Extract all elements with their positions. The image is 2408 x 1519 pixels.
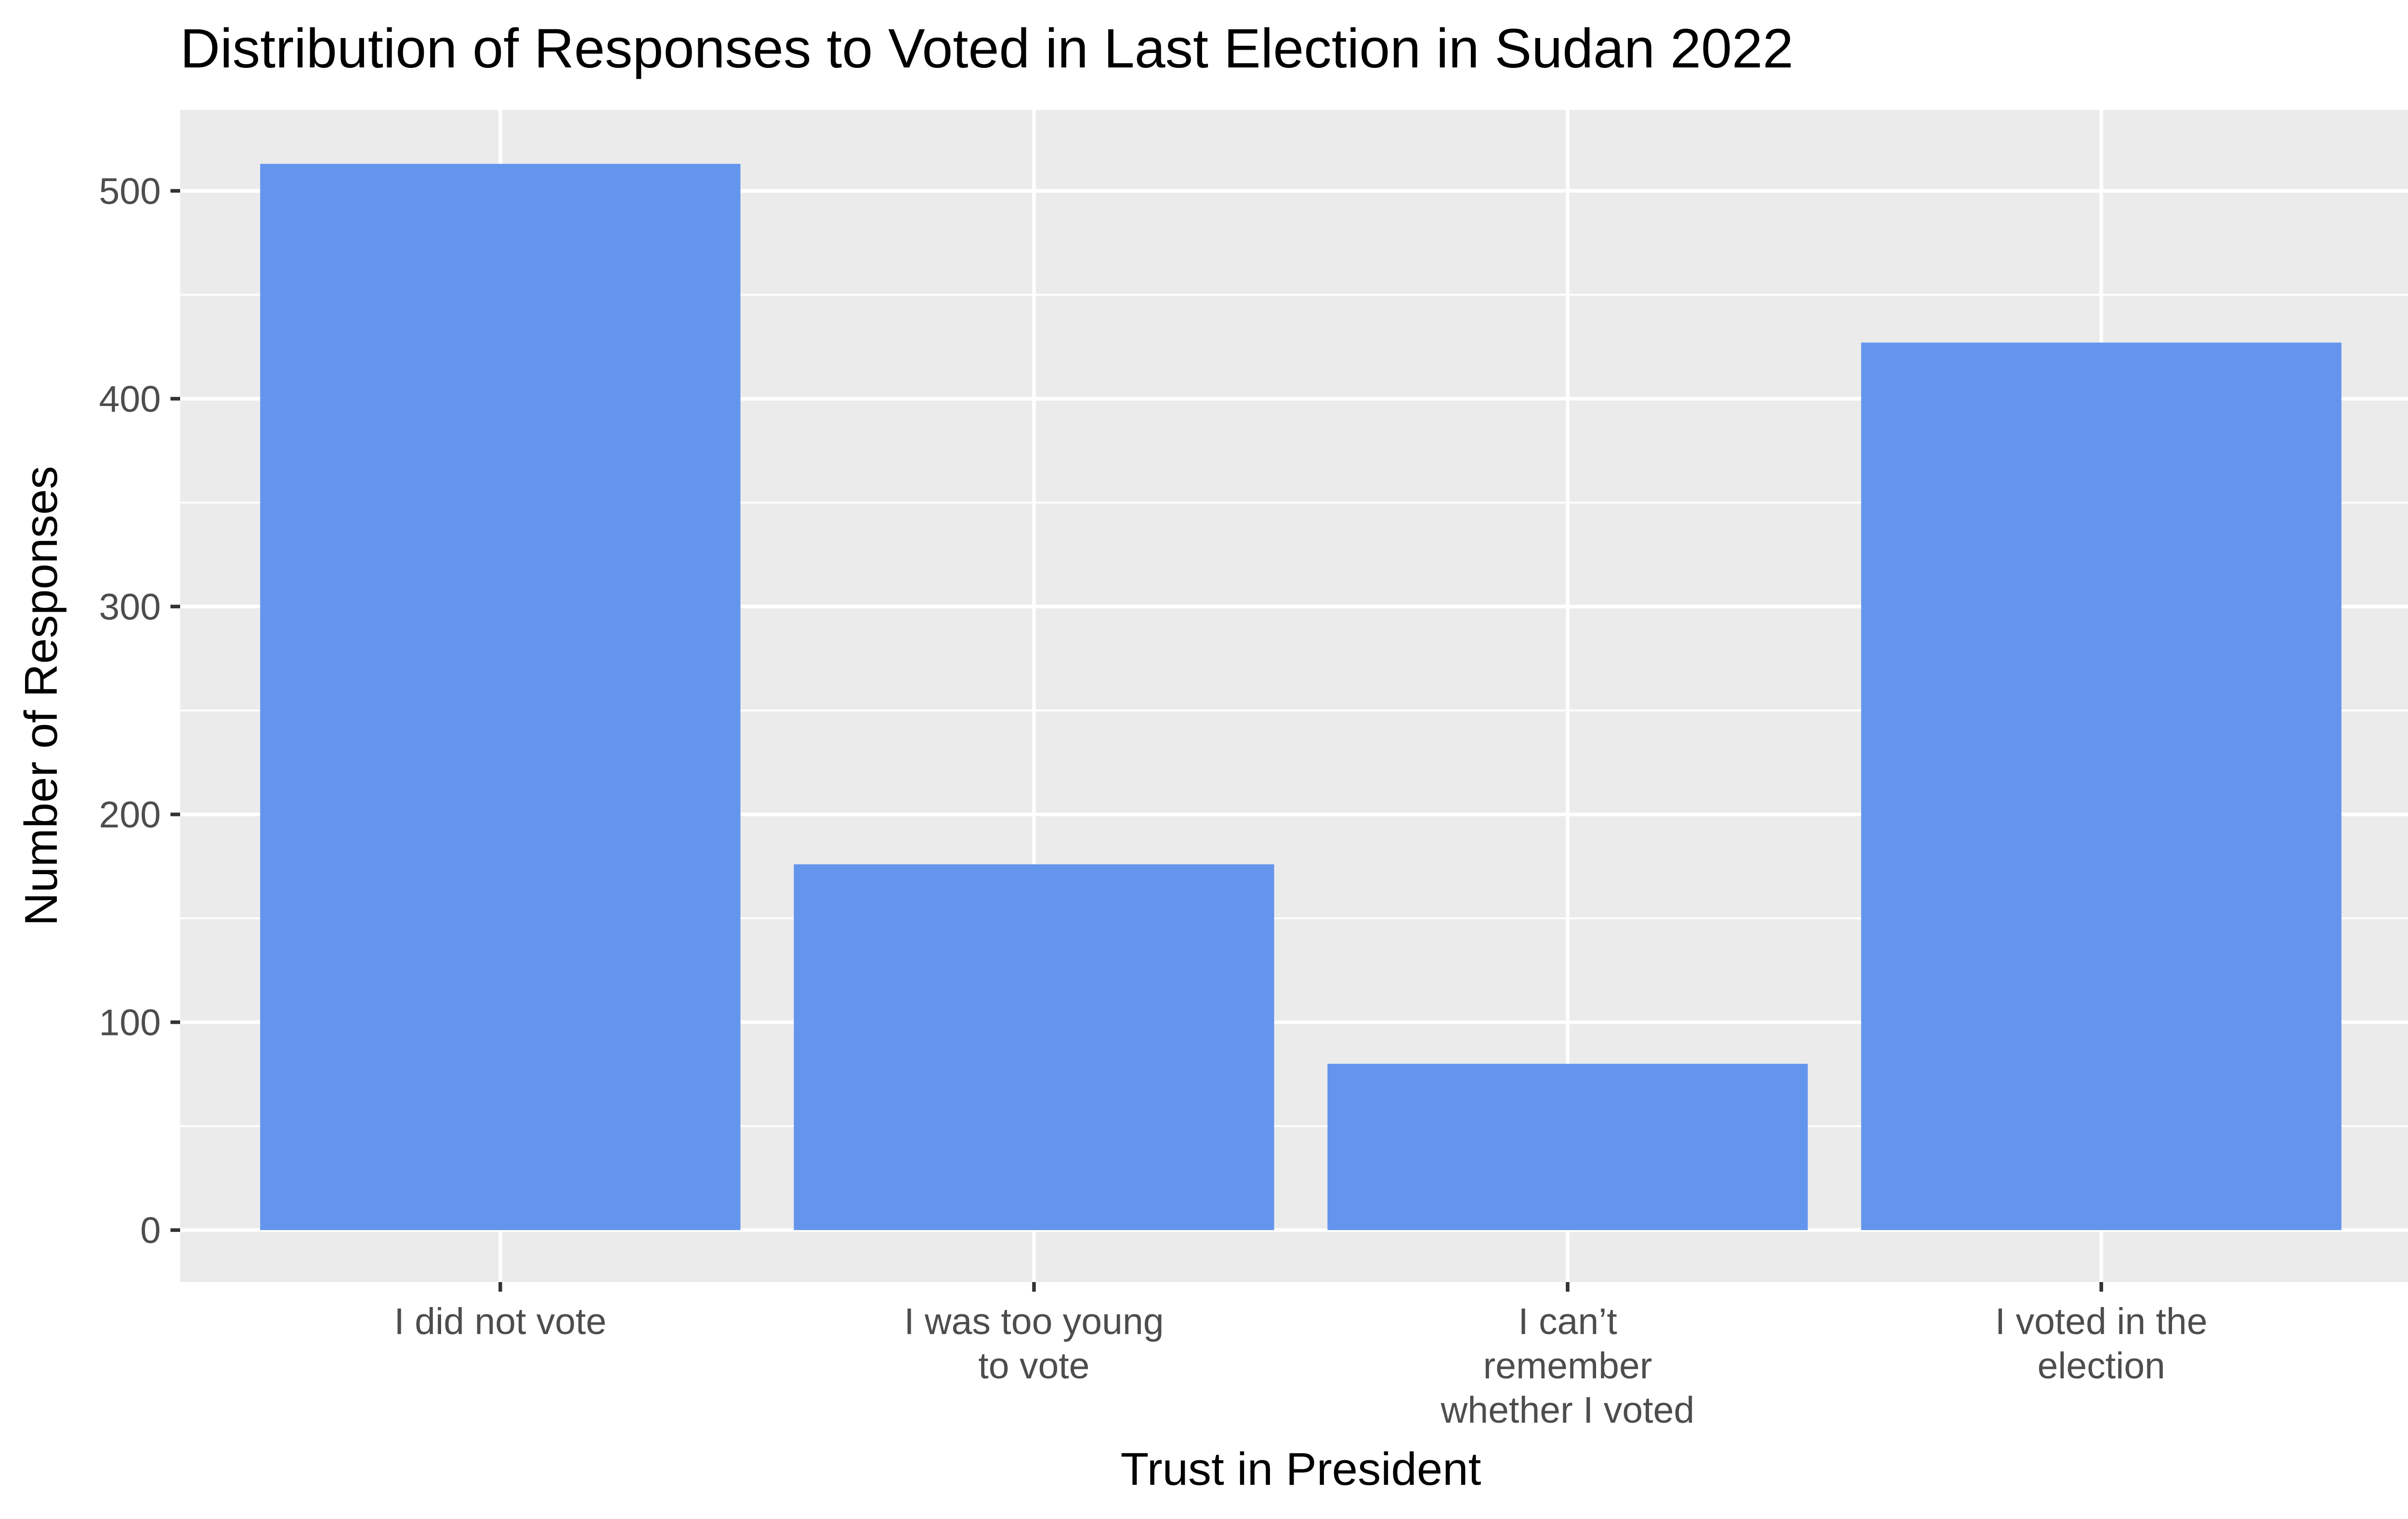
y-tick-label: 200	[99, 794, 161, 836]
x-tick-label-line: election	[2037, 1345, 2165, 1387]
x-tick-label-line: remember	[1483, 1345, 1652, 1387]
x-tick-label: I was too young to vote	[904, 1301, 1164, 1387]
bar	[260, 164, 741, 1231]
x-tick-label-line: I voted in the	[1995, 1301, 2208, 1342]
y-axis-title: Number of Responses	[15, 466, 67, 926]
bar	[794, 864, 1274, 1231]
bars	[260, 164, 2342, 1231]
x-tick-label-line: I did not vote	[394, 1301, 606, 1342]
y-tick-label: 300	[99, 586, 161, 628]
x-axis: I did not vote I was too young to vote I ca…	[394, 1282, 2208, 1431]
y-tick-label: 100	[99, 1002, 161, 1044]
x-tick-label-line: I can’t	[1518, 1301, 1617, 1342]
y-axis: 0 100 200 300 400 500	[99, 170, 180, 1251]
x-tick-label-line: to vote	[978, 1345, 1089, 1387]
chart-title: Distribution of Responses to Voted in La…	[180, 18, 1793, 79]
x-tick-label: I did not vote	[394, 1301, 606, 1342]
x-axis-title: Trust in President	[1121, 1443, 1481, 1495]
y-tick-label: 500	[99, 170, 161, 212]
x-tick-label: I can’t remember whether I voted	[1440, 1301, 1694, 1431]
x-tick-label-line: whether I voted	[1440, 1389, 1694, 1431]
bar	[1327, 1063, 1808, 1231]
bar	[1861, 342, 2342, 1231]
x-tick-label-line: I was too young	[904, 1301, 1164, 1342]
y-tick-label: 0	[140, 1210, 161, 1251]
x-tick-label: I voted in the election	[1995, 1301, 2208, 1387]
y-tick-label: 400	[99, 379, 161, 420]
